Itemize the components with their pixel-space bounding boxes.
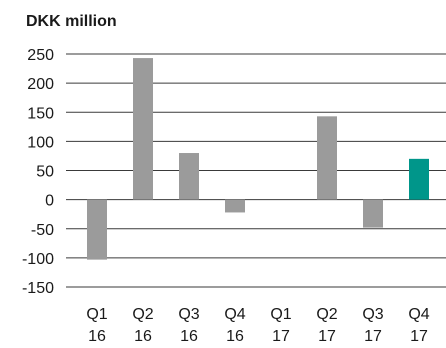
y-tick-label: 0 [45, 193, 54, 210]
bar [225, 199, 245, 213]
x-category-label: Q4 16 [224, 306, 245, 345]
bar [317, 116, 337, 200]
bar-highlighted [409, 158, 429, 200]
chart-unit-title: DKK million [26, 13, 117, 30]
x-axis-category-labels: Q1 16 Q2 16 Q3 16 Q4 16 Q1 17 Q2 17 Q3 17 Q4 17 [86, 306, 429, 345]
y-tick-label: -100 [22, 251, 54, 268]
bar [87, 199, 107, 260]
x-category-label: Q1 17 [270, 306, 291, 345]
y-tick-label: 200 [27, 76, 54, 93]
gridlines [66, 53, 446, 288]
y-tick-label: -150 [22, 280, 54, 297]
bar [363, 199, 383, 228]
y-tick-label: 50 [36, 164, 54, 181]
x-category-label: Q1 16 [86, 306, 107, 345]
bar [133, 58, 153, 200]
bars [87, 58, 429, 260]
y-tick-label: 150 [27, 105, 54, 122]
x-category-label: Q4 17 [408, 306, 429, 345]
x-category-label: Q2 16 [132, 306, 153, 345]
y-tick-label: 100 [27, 134, 54, 151]
y-tick-label: -50 [31, 222, 54, 239]
y-axis-tick-labels: 250 200 150 100 50 0 -50 -100 -150 [22, 47, 54, 297]
x-category-label: Q3 17 [362, 306, 383, 345]
bar [179, 153, 199, 200]
x-category-label: Q2 17 [316, 306, 337, 345]
y-tick-label: 250 [27, 47, 54, 64]
x-category-label: Q3 16 [178, 306, 199, 345]
